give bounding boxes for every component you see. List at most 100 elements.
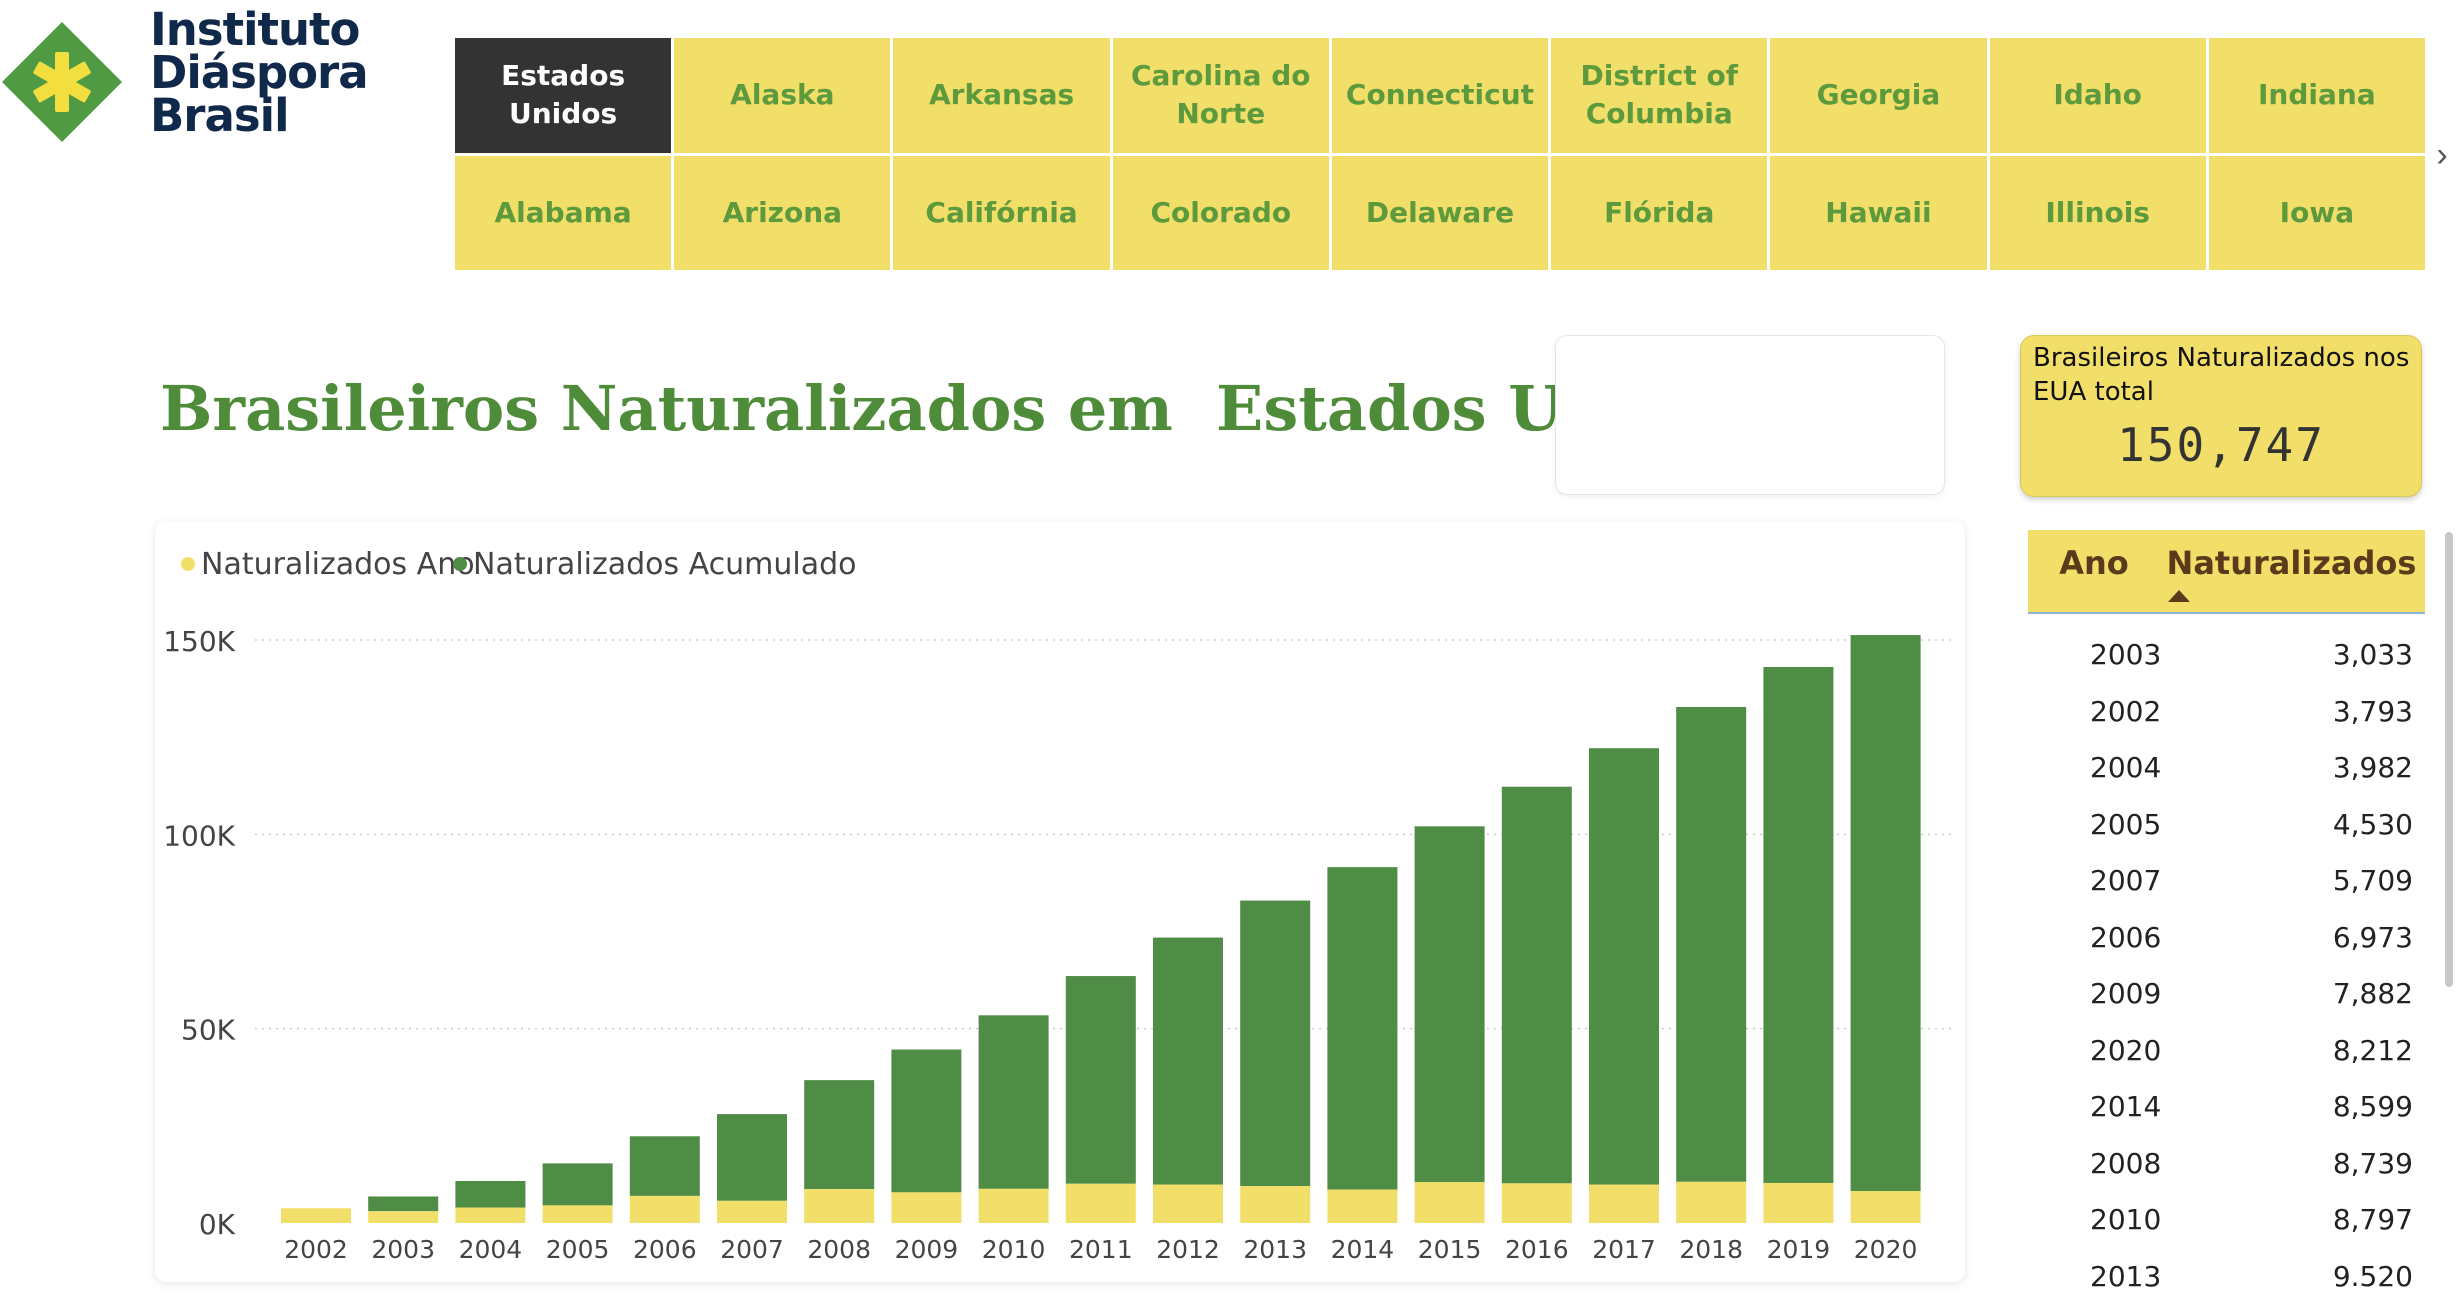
cell-naturalizados: 8,797 xyxy=(2332,1203,2413,1236)
chevron-right-icon[interactable]: › xyxy=(2436,136,2448,174)
bar-acumulado xyxy=(1676,707,1747,1182)
column-header-naturalizados[interactable]: Naturalizados xyxy=(2166,544,2417,582)
sort-ascending-icon xyxy=(2168,590,2190,602)
state-button-alaska[interactable]: Alaska xyxy=(674,38,891,153)
x-tick-label: 2014 xyxy=(1331,1235,1395,1264)
state-button-estados-unidos[interactable]: Estados Unidos xyxy=(455,38,672,153)
cell-naturalizados: 3,982 xyxy=(2332,751,2413,784)
table-row[interactable]: 2003 3,033 xyxy=(2028,626,2425,682)
state-selector: Estados Unidos Alaska Arkansas Carolina … xyxy=(455,38,2425,270)
state-button-colorado[interactable]: Colorado xyxy=(1112,155,1329,270)
kpi-label: Brasileiros Naturalizados nos EUA total xyxy=(2033,343,2410,407)
table-row[interactable]: 2014 8,599 xyxy=(2028,1078,2425,1134)
state-button-arizona[interactable]: Arizona xyxy=(674,155,891,270)
bar-ano xyxy=(1850,1191,1921,1223)
cell-naturalizados: 9.520 xyxy=(2332,1259,2413,1293)
bar-ano xyxy=(1153,1184,1223,1223)
bar-acumulado xyxy=(978,1015,1049,1189)
state-button-alabama[interactable]: Alabama xyxy=(455,155,672,270)
state-button-idaho[interactable]: Idaho xyxy=(1989,38,2206,153)
state-button-indiana[interactable]: Indiana xyxy=(2208,38,2425,153)
bar-ano xyxy=(455,1207,526,1223)
table-row[interactable]: 2009 7,882 xyxy=(2028,965,2425,1021)
table-row[interactable]: 2002 3,793 xyxy=(2028,683,2425,739)
x-tick-label: 2002 xyxy=(284,1235,348,1264)
logo-wordmark: Instituto Diáspora Brasil xyxy=(150,3,450,142)
x-tick-label: 2007 xyxy=(720,1235,784,1264)
table-row[interactable]: 2005 4,530 xyxy=(2028,796,2425,852)
bar-acumulado xyxy=(455,1180,526,1208)
column-header-ano[interactable]: Ano xyxy=(2059,544,2129,582)
state-button-california[interactable]: Califórnia xyxy=(893,155,1110,270)
cell-naturalizados: 5,709 xyxy=(2332,864,2413,897)
bar-acumulado xyxy=(1850,635,1921,1192)
cell-naturalizados: 8,599 xyxy=(2332,1090,2413,1123)
table-row[interactable]: 2010 8,797 xyxy=(2028,1191,2425,1247)
bar-acumulado xyxy=(1414,826,1485,1183)
cell-year: 2003 xyxy=(2090,638,2162,671)
cell-year: 2020 xyxy=(2090,1033,2162,1067)
legend-label: Naturalizados Acumulado xyxy=(473,547,857,582)
state-button-iowa[interactable]: Iowa xyxy=(2208,155,2425,270)
cell-naturalizados: 3,793 xyxy=(2332,694,2413,728)
table-row[interactable]: 2004 3,982 xyxy=(2028,739,2425,795)
empty-card xyxy=(1555,335,1945,495)
x-tick-label: 2006 xyxy=(633,1235,697,1264)
bar-acumulado xyxy=(1501,786,1572,1184)
state-button-delaware[interactable]: Delaware xyxy=(1331,155,1549,270)
logo-line-1: Instituto xyxy=(150,3,360,56)
chart-card: Naturalizados Ano Naturalizados Acumulado… xyxy=(155,522,1965,1282)
bar-ano xyxy=(1763,1182,1834,1223)
state-button-hawaii[interactable]: Hawaii xyxy=(1770,155,1987,270)
table-row[interactable]: 2008 8,739 xyxy=(2028,1135,2425,1191)
table-row[interactable]: 2013 9.520 xyxy=(2028,1248,2425,1304)
state-button-carolina-do-norte[interactable]: Carolina do Norte xyxy=(1112,38,1329,153)
data-table: Ano Naturalizados 2003 3,033 2002 3,793 2004… xyxy=(2028,530,2425,1312)
bar-acumulado xyxy=(1327,867,1398,1190)
table-row[interactable]: 2020 8,212 xyxy=(2028,1022,2425,1078)
state-button-georgia[interactable]: Georgia xyxy=(1770,38,1987,153)
kpi-card: Brasileiros Naturalizados nos EUA total … xyxy=(2020,335,2422,497)
bar-acumulado xyxy=(1589,748,1659,1185)
bar-ano xyxy=(1240,1185,1311,1223)
cell-year: 2005 xyxy=(2090,807,2162,841)
x-tick-label: 2017 xyxy=(1592,1235,1656,1264)
logo-line-3: Brasil xyxy=(150,89,290,142)
y-tick-label: 150K xyxy=(163,625,235,658)
cell-year: 2006 xyxy=(2090,920,2162,954)
bar-acumulado xyxy=(717,1114,787,1201)
table-row[interactable]: 2006 6,973 xyxy=(2028,909,2425,965)
state-button-illinois[interactable]: Illinois xyxy=(1989,155,2206,270)
bar-ano xyxy=(1676,1181,1747,1223)
cell-year: 2009 xyxy=(2090,977,2162,1010)
bar-acumulado xyxy=(1065,976,1136,1184)
x-tick-label: 2013 xyxy=(1243,1235,1307,1264)
logo-icon xyxy=(2,22,122,142)
bar-acumulado xyxy=(629,1136,700,1196)
bar-ano xyxy=(1327,1189,1398,1223)
legend-marker xyxy=(453,557,467,571)
table-row[interactable]: 2007 5,709 xyxy=(2028,852,2425,908)
bar-ano xyxy=(978,1188,1049,1223)
cell-year: 2008 xyxy=(2090,1146,2162,1180)
x-tick-label: 2008 xyxy=(807,1235,871,1264)
state-button-district-of-columbia[interactable]: District of Columbia xyxy=(1551,38,1768,153)
cell-year: 2007 xyxy=(2090,864,2162,897)
x-tick-label: 2010 xyxy=(982,1235,1046,1264)
table-scrollbar[interactable] xyxy=(2445,532,2453,987)
cell-naturalizados: 8,212 xyxy=(2332,1033,2413,1067)
x-tick-label: 2009 xyxy=(895,1235,959,1264)
table-header: Ano Naturalizados xyxy=(2028,530,2425,614)
cell-year: 2010 xyxy=(2090,1203,2162,1236)
cell-year: 2014 xyxy=(2090,1090,2162,1123)
kpi-value: 150,747 xyxy=(2117,418,2325,472)
x-tick-label: 2015 xyxy=(1418,1235,1482,1264)
state-button-connecticut[interactable]: Connecticut xyxy=(1331,38,1549,153)
state-button-florida[interactable]: Flórida xyxy=(1551,155,1768,270)
bar-ano xyxy=(368,1211,439,1223)
cell-year: 2004 xyxy=(2090,751,2162,784)
x-tick-label: 2019 xyxy=(1767,1235,1831,1264)
state-button-arkansas[interactable]: Arkansas xyxy=(893,38,1110,153)
x-tick-label: 2003 xyxy=(371,1235,435,1264)
